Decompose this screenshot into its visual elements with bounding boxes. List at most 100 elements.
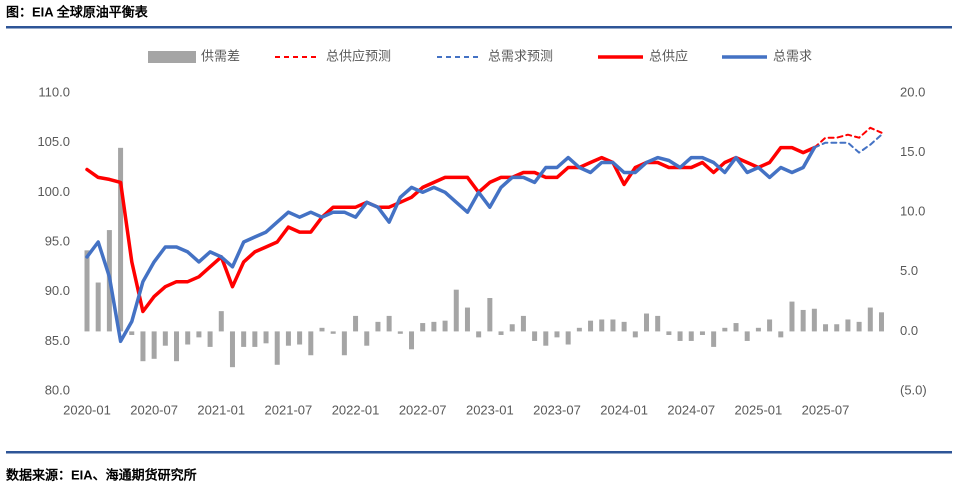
legend-label: 总供应预测 <box>326 48 391 63</box>
bar <box>644 313 649 332</box>
y-tick-label: 90.0 <box>45 283 70 298</box>
bar <box>285 331 291 346</box>
bar <box>789 301 795 332</box>
bar <box>655 315 661 332</box>
bar <box>364 331 370 346</box>
bar <box>677 331 683 341</box>
legend-label: 总需求 <box>773 48 812 63</box>
legend-label: 总需求预测 <box>488 48 553 63</box>
series-line <box>813 133 883 154</box>
y-tick-label: 100.0 <box>37 184 70 199</box>
bar <box>811 308 817 332</box>
x-tick-label: 2024-01 <box>600 402 648 417</box>
bar <box>476 331 482 338</box>
bar <box>599 319 605 332</box>
y-tick-label: 105.0 <box>37 134 70 149</box>
bar <box>330 331 336 334</box>
chart-title: 图：EIA 全球原油平衡表 <box>6 4 149 19</box>
source-note: 数据来源：EIA、海通期货研究所 <box>6 467 197 482</box>
legend-label: 总供应 <box>649 48 688 63</box>
bar <box>856 321 862 332</box>
bar <box>129 331 135 335</box>
y2-tick-label: 5.0 <box>900 263 918 278</box>
bar <box>464 307 470 332</box>
bar <box>688 331 694 341</box>
bar <box>229 331 235 368</box>
bar <box>744 331 750 341</box>
bar <box>823 324 829 332</box>
bar <box>386 315 392 332</box>
legend-swatch <box>148 51 196 63</box>
bar <box>778 331 784 338</box>
y2-tick-label: 10.0 <box>900 204 925 219</box>
bar <box>509 324 515 332</box>
bar <box>140 331 146 362</box>
bar <box>610 319 616 332</box>
series-line <box>85 145 817 314</box>
series-line <box>85 145 817 344</box>
bar <box>498 331 504 335</box>
bar <box>174 331 180 362</box>
x-tick-label: 2022-07 <box>399 402 447 417</box>
bar <box>185 331 191 345</box>
bar <box>353 315 359 332</box>
bar <box>878 312 884 332</box>
x-tick-label: 2023-07 <box>533 402 581 417</box>
bar <box>554 331 560 338</box>
bar <box>297 331 303 345</box>
y-tick-label: 85.0 <box>45 333 70 348</box>
bar <box>532 331 538 341</box>
bar <box>84 250 90 332</box>
bar <box>733 323 739 332</box>
series-line <box>813 126 883 149</box>
bar <box>409 331 415 350</box>
bar <box>420 323 426 332</box>
bar <box>867 307 873 332</box>
bar <box>845 319 851 332</box>
bar <box>722 327 728 332</box>
x-tick-label: 2022-01 <box>332 402 380 417</box>
x-tick-label: 2025-07 <box>802 402 850 417</box>
y2-tick-label: 0.0 <box>900 323 918 338</box>
x-tick-label: 2025-01 <box>735 402 783 417</box>
bar <box>800 309 806 332</box>
y-tick-label: 80.0 <box>45 382 70 397</box>
bar <box>487 298 493 332</box>
x-tick-label: 2023-01 <box>466 402 514 417</box>
y-tick-label: 95.0 <box>45 233 70 248</box>
bar <box>431 321 437 332</box>
bar <box>118 147 124 332</box>
bar <box>162 331 168 346</box>
x-tick-label: 2020-07 <box>130 402 178 417</box>
bar <box>767 319 773 332</box>
bar <box>576 327 582 332</box>
y2-tick-label: 15.0 <box>900 144 925 159</box>
y-tick-label: 110.0 <box>38 84 70 99</box>
bar <box>341 331 347 356</box>
bar <box>755 327 761 332</box>
bar <box>632 331 638 338</box>
bar <box>543 331 549 346</box>
bar <box>263 331 269 344</box>
bar <box>252 331 258 347</box>
legend-label: 供需差 <box>201 48 240 63</box>
bar <box>397 331 403 334</box>
bar <box>588 320 594 332</box>
bar <box>621 321 627 332</box>
bottom-rule <box>6 451 952 454</box>
bar <box>565 331 571 345</box>
bar <box>308 331 314 356</box>
y2-tick-label: (5.0) <box>900 382 927 397</box>
bar <box>699 331 705 335</box>
y2-tick-label: 20.0 <box>900 84 925 99</box>
x-tick-label: 2024-07 <box>667 402 715 417</box>
bar <box>453 289 459 332</box>
bar <box>218 311 224 332</box>
bar <box>95 282 101 332</box>
bar <box>196 331 202 338</box>
bar <box>375 321 381 332</box>
bar <box>520 315 526 332</box>
bar <box>151 331 157 359</box>
